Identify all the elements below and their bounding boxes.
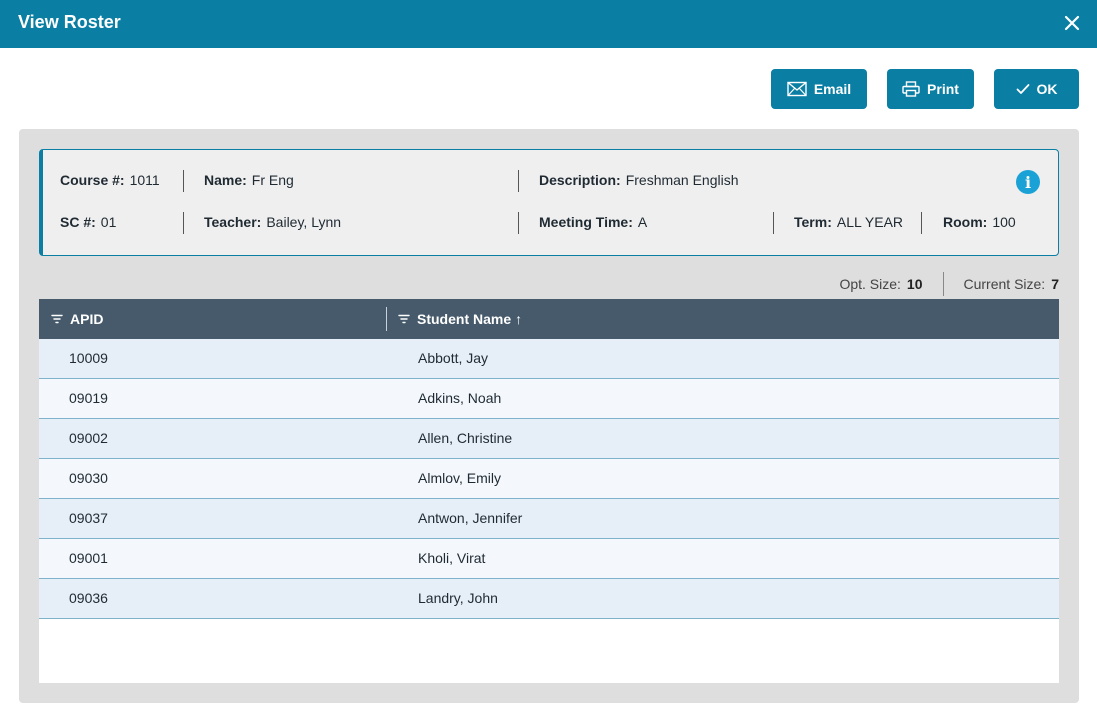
student-name-cell: Antwon, Jennifer [418, 510, 523, 526]
opt-size-label: Opt. Size: [839, 276, 901, 292]
student-name-cell: Almlov, Emily [418, 470, 501, 486]
term-label: Term: [794, 214, 832, 230]
section-number-label: SC #: [60, 214, 96, 230]
current-size-value: 7 [1051, 276, 1059, 292]
apid-cell: 09037 [69, 510, 108, 526]
printer-icon [902, 81, 920, 97]
apid-cell: 09002 [69, 430, 108, 446]
dialog-title: View Roster [18, 12, 121, 32]
course-name-field: Name: Fr Eng [204, 172, 294, 188]
roster-table: APID Student Name ↑ 10009 Abbott, Jay 09… [39, 299, 1059, 683]
course-number-value: 1011 [129, 172, 160, 188]
teacher-value: Bailey, Lynn [266, 214, 342, 230]
apid-cell: 09001 [69, 550, 108, 566]
dialog-titlebar: View Roster [0, 0, 1097, 48]
field-divider [518, 170, 519, 192]
column-header-student-name[interactable]: Student Name ↑ [398, 299, 522, 339]
filter-icon[interactable] [398, 314, 410, 324]
field-divider [773, 212, 774, 234]
apid-cell: 09030 [69, 470, 108, 486]
filter-icon[interactable] [51, 314, 63, 324]
roster-panel: Course #: 1011 Name: Fr Eng Description: Fr… [19, 129, 1079, 703]
course-number-field: Course #: 1011 [60, 172, 160, 188]
column-label-student-name: Student Name [417, 311, 512, 327]
table-row[interactable]: 09002 Allen, Christine [39, 419, 1059, 459]
field-divider [183, 212, 184, 234]
checkmark-icon [1016, 84, 1029, 94]
room-value: 100 [992, 214, 1016, 230]
table-row[interactable]: 09019 Adkins, Noah [39, 379, 1059, 419]
teacher-field: Teacher: Bailey, Lynn [204, 214, 341, 230]
column-label-apid: APID [70, 311, 104, 327]
ok-label: OK [1036, 81, 1058, 97]
table-row[interactable]: 09037 Antwon, Jennifer [39, 499, 1059, 539]
apid-cell: 09036 [69, 590, 108, 606]
ok-button[interactable]: OK [994, 69, 1079, 109]
student-name-cell: Abbott, Jay [418, 350, 489, 366]
column-resize-handle[interactable] [386, 307, 387, 331]
email-button[interactable]: Email [771, 69, 867, 109]
opt-size-value: 10 [906, 276, 923, 292]
course-number-label: Course #: [60, 172, 125, 188]
size-divider [942, 272, 944, 296]
current-size-label: Current Size: [963, 276, 1046, 292]
field-divider [518, 212, 519, 234]
student-name-cell: Allen, Christine [418, 430, 513, 446]
section-number-field: SC #: 01 [60, 214, 116, 230]
term-field: Term: ALL YEAR [794, 214, 903, 230]
term-value: ALL YEAR [836, 214, 904, 230]
room-label: Room: [943, 214, 988, 230]
column-header-apid[interactable]: APID [51, 299, 103, 339]
table-row[interactable]: 10009 Abbott, Jay [39, 339, 1059, 379]
course-info-card: Course #: 1011 Name: Fr Eng Description: Fr… [39, 149, 1059, 256]
print-button[interactable]: Print [887, 69, 974, 109]
description-label: Description: [539, 172, 621, 188]
description-value: Freshman English [625, 172, 739, 188]
info-icon[interactable]: i [1016, 170, 1040, 194]
meeting-time-label: Meeting Time: [539, 214, 633, 230]
apid-cell: 10009 [69, 350, 108, 366]
description-field: Description: Freshman English [539, 172, 739, 188]
course-name-value: Fr Eng [251, 172, 294, 188]
print-label: Print [927, 81, 959, 97]
student-name-cell: Kholi, Virat [418, 550, 486, 566]
email-label: Email [813, 81, 852, 97]
table-header: APID Student Name ↑ [39, 299, 1059, 339]
teacher-label: Teacher: [204, 214, 262, 230]
table-row[interactable]: 09036 Landry, John [39, 579, 1059, 619]
student-name-cell: Landry, John [418, 590, 498, 606]
meeting-time-value: A [637, 214, 648, 230]
table-row[interactable]: 09001 Kholi, Virat [39, 539, 1059, 579]
apid-cell: 09019 [69, 390, 108, 406]
envelope-icon [787, 81, 807, 97]
roster-sizes: Opt. Size: 10 Current Size: 7 [839, 272, 1059, 296]
field-divider [921, 212, 922, 234]
close-icon [1064, 15, 1080, 31]
close-button[interactable] [1059, 10, 1085, 36]
sort-ascending-icon: ↑ [515, 311, 523, 327]
section-number-value: 01 [100, 214, 117, 230]
room-field: Room: 100 [943, 214, 1016, 230]
field-divider [183, 170, 184, 192]
course-name-label: Name: [204, 172, 247, 188]
table-row[interactable]: 09030 Almlov, Emily [39, 459, 1059, 499]
meeting-time-field: Meeting Time: A [539, 214, 647, 230]
student-name-cell: Adkins, Noah [418, 390, 502, 406]
